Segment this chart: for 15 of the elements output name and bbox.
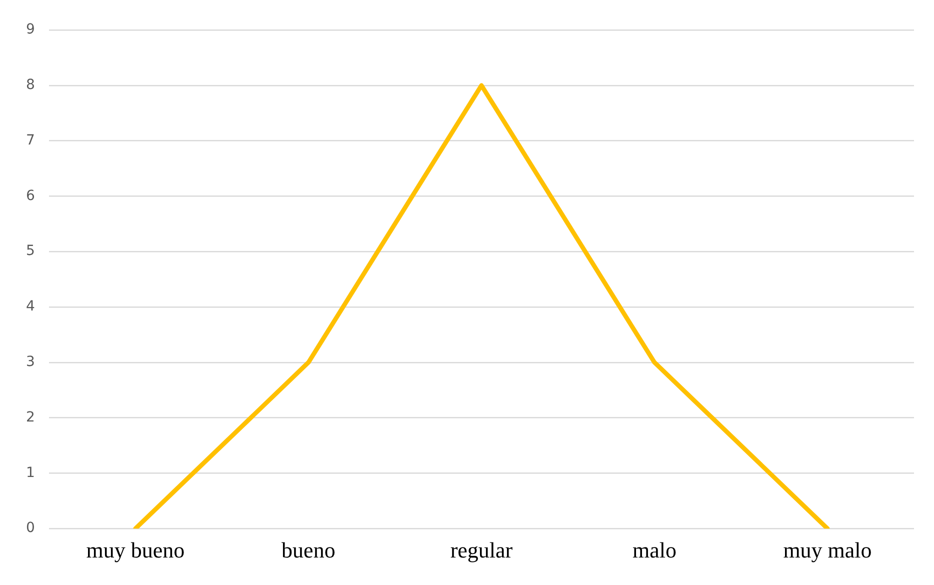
y-tick-label: 7 bbox=[26, 132, 35, 148]
x-tick-label: regular bbox=[450, 538, 514, 563]
y-tick-label: 8 bbox=[26, 77, 35, 94]
x-tick-label: muy malo bbox=[783, 538, 872, 563]
y-tick-label: 6 bbox=[26, 188, 35, 204]
x-tick-label: bueno bbox=[282, 538, 336, 563]
y-tick-label: 9 bbox=[26, 22, 35, 38]
x-tick-label: muy bueno bbox=[86, 538, 185, 563]
y-tick-label: 4 bbox=[26, 298, 35, 315]
x-tick-label: malo bbox=[632, 538, 676, 563]
y-tick-label: 3 bbox=[26, 354, 35, 370]
y-tick-label: 5 bbox=[26, 243, 35, 260]
y-tick-label: 2 bbox=[26, 409, 35, 426]
y-tick-label: 0 bbox=[26, 520, 35, 536]
y-tick-label: 1 bbox=[26, 464, 35, 481]
